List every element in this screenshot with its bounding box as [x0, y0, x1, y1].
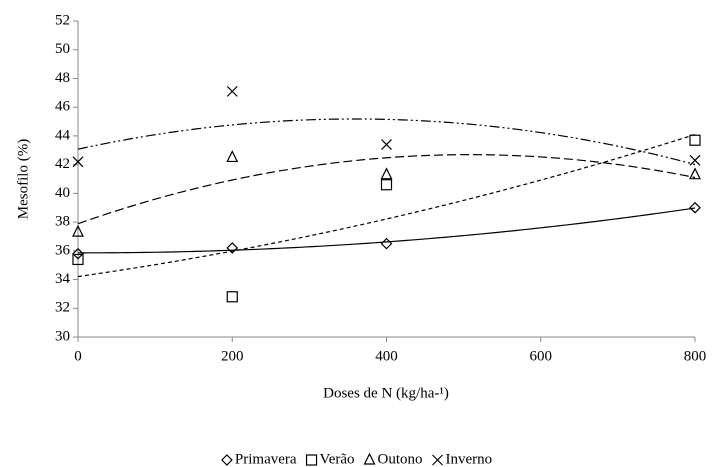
marker	[226, 150, 239, 163]
marker	[72, 253, 84, 266]
x-tick-label: 0	[74, 348, 82, 364]
marker	[72, 224, 84, 237]
marker	[380, 167, 393, 180]
y-tick-label: 40	[55, 185, 70, 201]
marker	[432, 454, 443, 466]
y-tick-label: 46	[55, 99, 71, 115]
marker	[226, 242, 239, 254]
y-tick-label: 52	[55, 12, 70, 28]
marker	[226, 291, 238, 303]
marker	[380, 179, 393, 191]
trendline	[77, 154, 696, 225]
x-tick-label: 600	[530, 348, 553, 364]
marker	[689, 201, 701, 214]
marker	[363, 452, 376, 465]
y-tick-label: 50	[55, 41, 70, 57]
y-tick-label: 48	[55, 70, 70, 86]
legend-label: Primavera	[235, 451, 297, 467]
marker	[305, 454, 318, 466]
x-tick-label: 800	[684, 348, 707, 364]
y-tick-label: 30	[55, 328, 70, 344]
trendline	[77, 133, 696, 278]
legend-label: Verão	[320, 451, 355, 467]
legend-label: Outono	[378, 451, 423, 467]
marker	[226, 85, 238, 97]
marker	[689, 167, 701, 180]
legend: Primavera Verão Outono Inverno	[221, 451, 493, 467]
marker	[689, 134, 701, 146]
x-axis-label: Doses de N (kg/ha-¹)	[323, 385, 449, 401]
marker	[72, 247, 84, 260]
x-tick-label: 200	[221, 348, 244, 364]
marker	[72, 156, 84, 168]
marker	[380, 237, 393, 250]
x-tick-label: 400	[375, 348, 398, 364]
y-axis-label: Mesofilo (%)	[15, 139, 31, 219]
y-tick-label: 42	[55, 156, 70, 172]
marker	[381, 139, 392, 150]
legend-label: Inverno	[446, 451, 493, 467]
y-tick-label: 36	[55, 242, 71, 258]
y-tick-label: 32	[55, 300, 70, 316]
marker	[689, 154, 701, 166]
y-tick-label: 44	[55, 127, 71, 143]
y-tick-label: 34	[55, 271, 71, 287]
marker	[221, 454, 233, 466]
trendline	[77, 207, 696, 254]
y-tick-label: 38	[55, 214, 70, 230]
